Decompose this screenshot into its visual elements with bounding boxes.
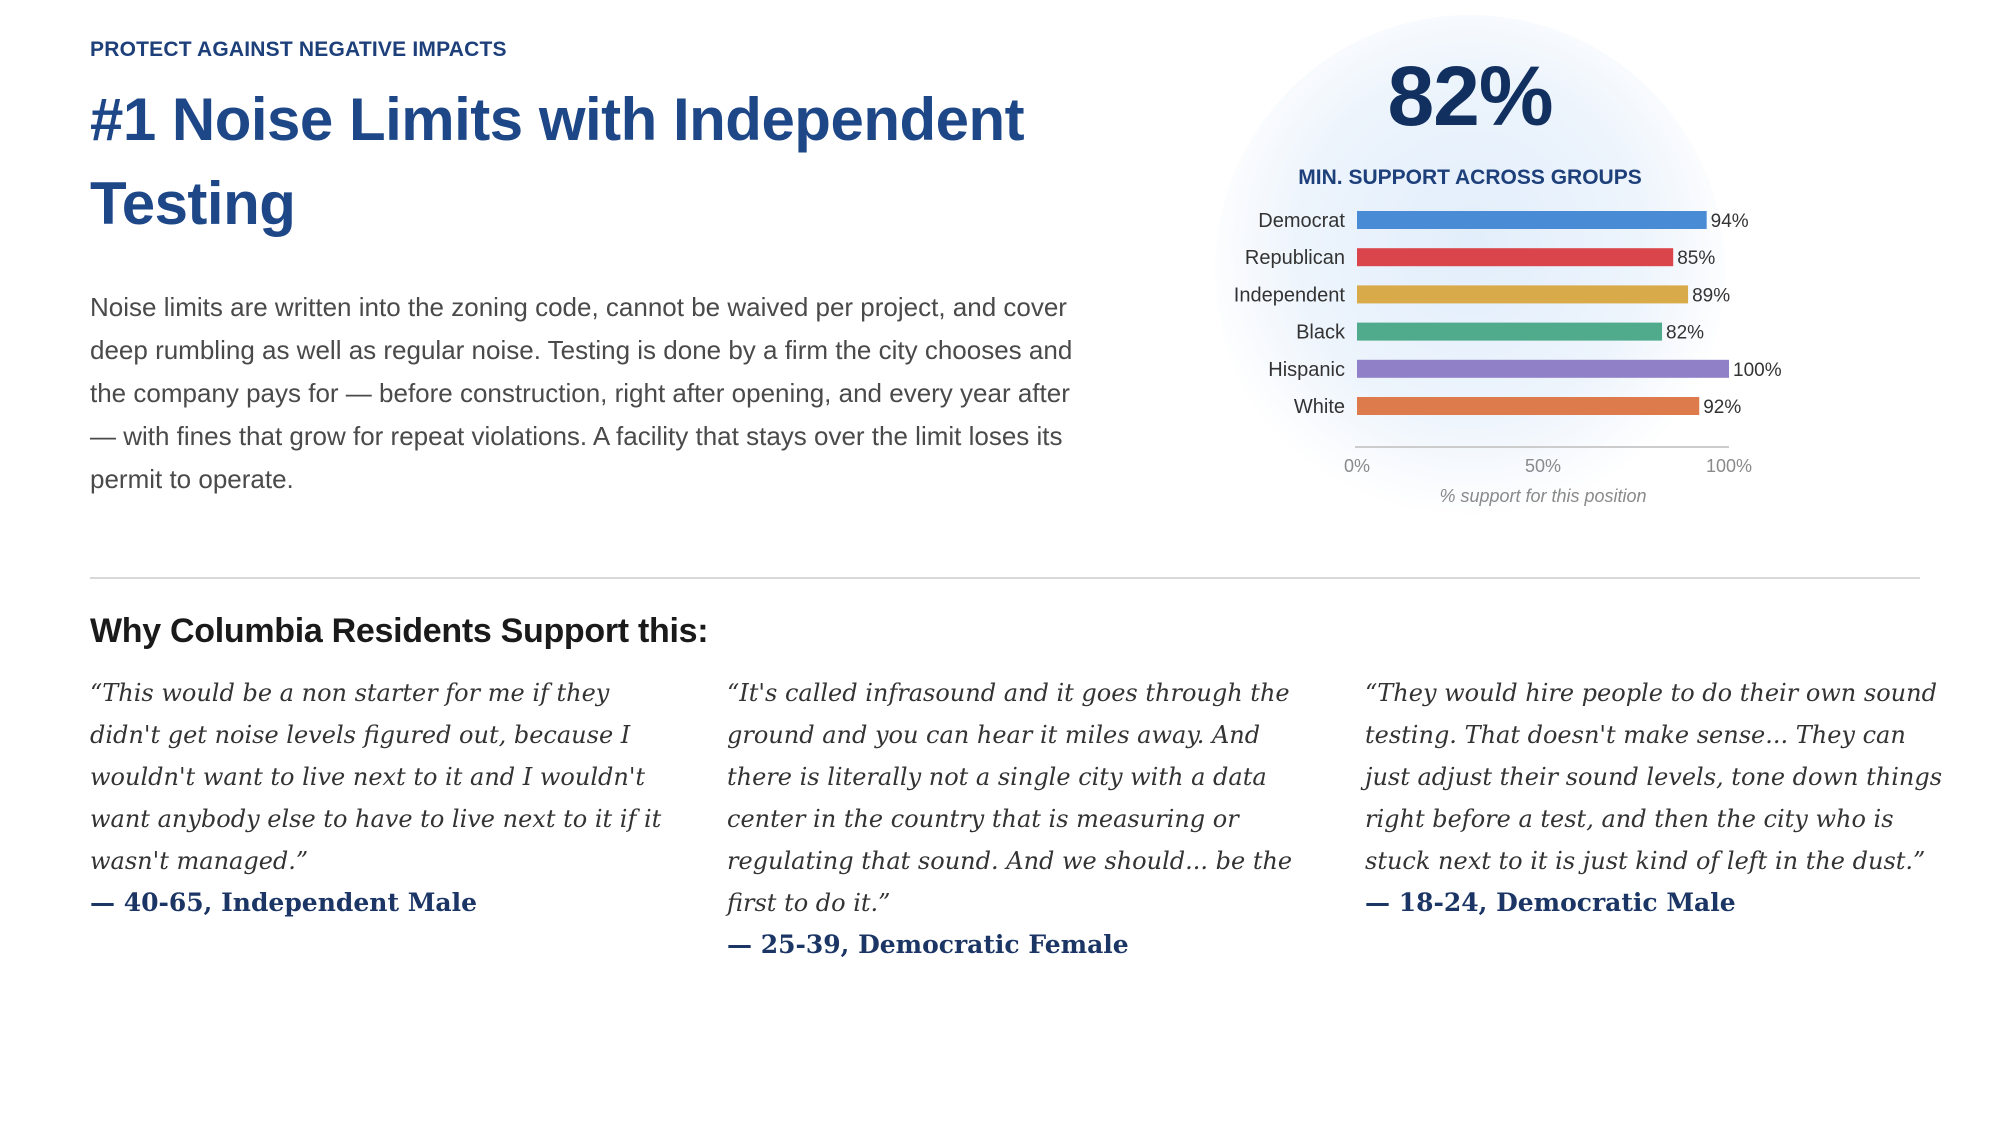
category-label: Democrat	[1258, 210, 1345, 232]
quote-card: “It's called infrasound and it goes thro…	[727, 672, 1307, 966]
quotes-section-title: Why Columbia Residents Support this:	[90, 612, 709, 650]
data-label: 89%	[1692, 285, 1730, 306]
stat-background-glow	[1215, 15, 1725, 525]
data-label: 82%	[1666, 323, 1704, 344]
data-label: 100%	[1733, 360, 1782, 381]
x-axis-title: % support for this position	[1439, 486, 1646, 506]
bar	[1357, 248, 1674, 267]
category-label: Hispanic	[1268, 359, 1345, 381]
section-eyebrow: PROTECT AGAINST NEGATIVE IMPACTS	[90, 38, 507, 61]
x-tick-label: 100%	[1706, 456, 1752, 476]
quote-card: “They would hire people to do their own …	[1365, 672, 1945, 924]
category-label: Black	[1296, 322, 1346, 344]
data-label: 85%	[1677, 248, 1715, 269]
quote-attribution: — 18-24, Democratic Male	[1365, 888, 1736, 917]
quote-text: “They would hire people to do their own …	[1365, 679, 1943, 875]
category-label: Independent	[1234, 284, 1346, 306]
x-tick-label: 0%	[1344, 456, 1370, 476]
bar	[1357, 211, 1707, 229]
headline-stat: 82%	[1387, 49, 1553, 143]
category-label: Republican	[1245, 247, 1345, 269]
data-label: 92%	[1703, 397, 1741, 418]
support-chart: 82% MIN. SUPPORT ACROSS GROUPS Democrat 9…	[1180, 0, 1820, 525]
quote-text: “This would be a non starter for me if t…	[90, 679, 662, 875]
bar	[1357, 322, 1663, 341]
quote-text: “It's called infrasound and it goes thro…	[727, 679, 1293, 917]
bar	[1357, 397, 1700, 415]
data-label: 94%	[1711, 211, 1749, 232]
quote-card: “This would be a non starter for me if t…	[90, 672, 670, 924]
bar	[1357, 285, 1689, 304]
quote-attribution: — 40-65, Independent Male	[90, 888, 477, 917]
policy-description: Noise limits are written into the zoning…	[90, 292, 1073, 494]
x-tick-label: 50%	[1525, 456, 1561, 476]
page-title: #1 Noise Limits with Independent Testing	[90, 86, 1025, 237]
quote-attribution: — 25-39, Democratic Female	[727, 930, 1129, 959]
category-label: White	[1294, 396, 1345, 418]
bar	[1357, 359, 1729, 378]
bar-chart: Democrat 94% Republican 85% Independent 89% Bl…	[1234, 210, 1782, 506]
headline-stat-label: MIN. SUPPORT ACROSS GROUPS	[1298, 166, 1642, 189]
section-divider	[90, 577, 1920, 579]
